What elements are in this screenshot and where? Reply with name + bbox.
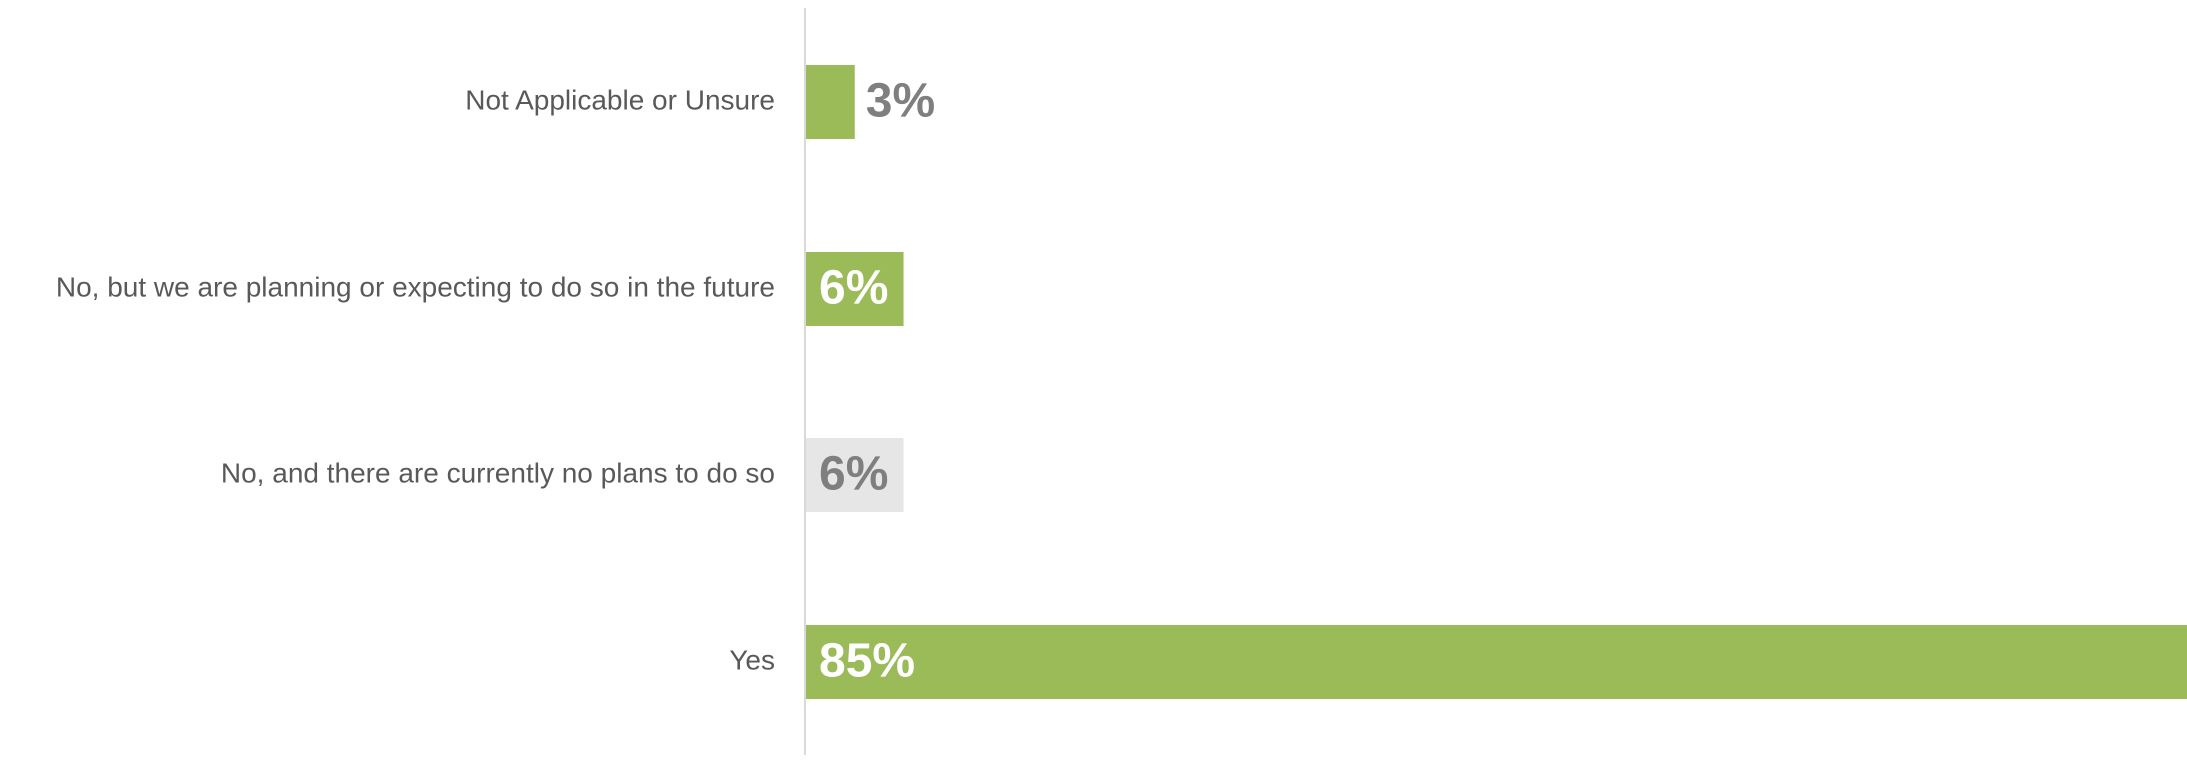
- bar-1: [806, 252, 904, 326]
- bar-0: [806, 65, 855, 139]
- value-labels-group: 3% 6% 6% 85%: [819, 75, 935, 688]
- category-label-2: No, and there are currently no plans to …: [221, 457, 775, 488]
- value-label-1: 6%: [819, 262, 888, 315]
- value-label-0: 3%: [866, 75, 935, 128]
- category-label-3: Yes: [729, 644, 775, 675]
- category-label-1: No, but we are planning or expecting to …: [56, 271, 775, 302]
- category-labels-group: Not Applicable or Unsure No, but we are p…: [56, 84, 775, 675]
- value-label-3: 85%: [819, 635, 915, 688]
- bar-3: [806, 625, 2187, 699]
- bars-group: [806, 65, 2187, 699]
- bar-2: [806, 438, 904, 512]
- value-label-2: 6%: [819, 448, 888, 501]
- category-label-0: Not Applicable or Unsure: [465, 84, 775, 115]
